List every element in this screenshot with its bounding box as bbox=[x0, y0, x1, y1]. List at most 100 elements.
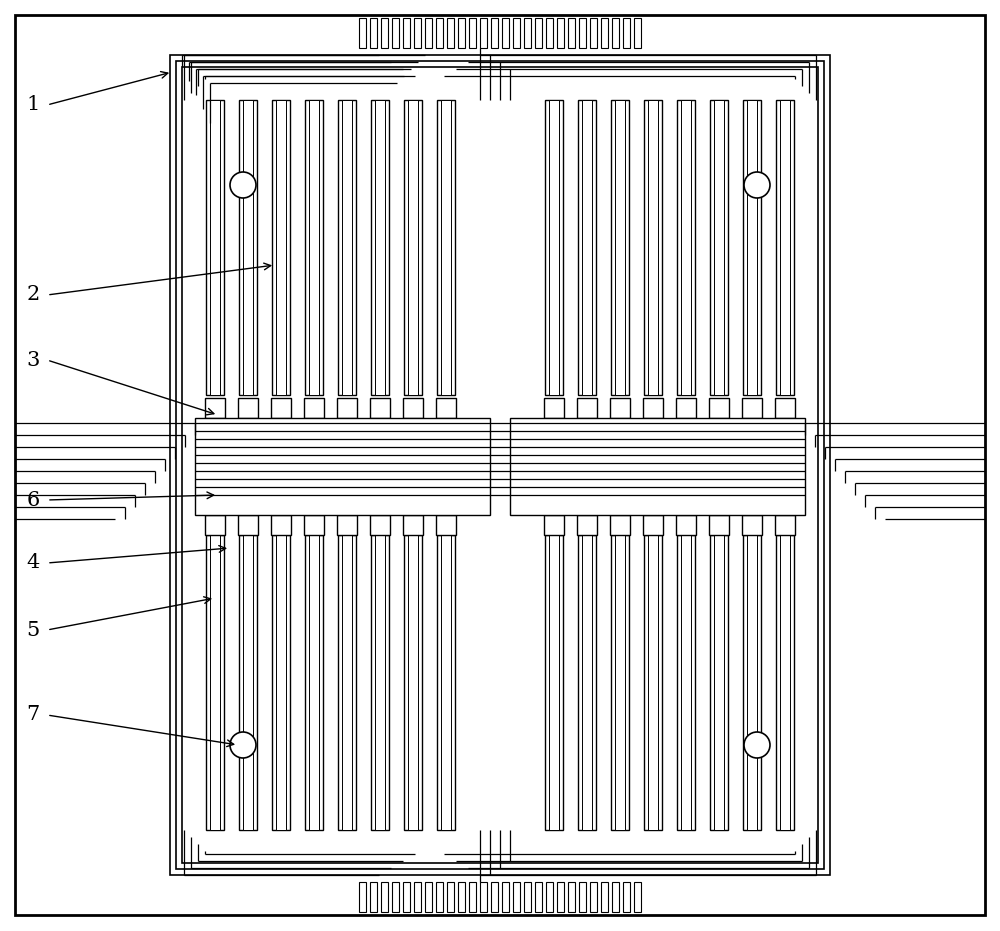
Text: 4: 4 bbox=[26, 554, 40, 573]
Bar bbox=[610, 398, 630, 418]
Bar bbox=[577, 398, 597, 418]
Bar bbox=[375, 535, 385, 830]
Bar bbox=[643, 398, 663, 418]
Bar bbox=[579, 18, 586, 48]
Bar bbox=[425, 18, 432, 48]
Bar bbox=[557, 882, 564, 912]
Circle shape bbox=[744, 172, 770, 198]
Bar bbox=[634, 18, 641, 48]
Bar bbox=[714, 100, 724, 395]
Bar bbox=[238, 398, 258, 418]
Bar bbox=[714, 535, 724, 830]
Bar bbox=[371, 535, 389, 830]
Bar bbox=[210, 100, 220, 395]
Bar bbox=[437, 100, 455, 395]
Bar bbox=[577, 515, 597, 535]
Circle shape bbox=[230, 732, 256, 758]
Bar bbox=[776, 535, 794, 830]
Bar bbox=[304, 515, 324, 535]
Bar bbox=[743, 535, 761, 830]
Bar bbox=[458, 882, 465, 912]
Bar bbox=[441, 100, 451, 395]
Bar bbox=[206, 535, 224, 830]
Text: 6: 6 bbox=[26, 491, 40, 509]
Bar bbox=[305, 100, 323, 395]
Bar bbox=[544, 398, 564, 418]
Bar bbox=[557, 18, 564, 48]
Bar bbox=[425, 882, 432, 912]
Bar bbox=[780, 535, 790, 830]
Bar bbox=[549, 100, 559, 395]
Bar bbox=[513, 882, 520, 912]
Bar bbox=[742, 398, 762, 418]
Bar bbox=[381, 882, 388, 912]
Text: 7: 7 bbox=[26, 706, 40, 724]
Bar bbox=[239, 535, 257, 830]
Bar bbox=[338, 100, 356, 395]
Bar bbox=[634, 882, 641, 912]
Bar bbox=[513, 18, 520, 48]
Bar bbox=[775, 398, 795, 418]
Bar bbox=[612, 882, 619, 912]
Bar bbox=[337, 515, 357, 535]
Bar bbox=[677, 100, 695, 395]
Bar bbox=[590, 882, 597, 912]
Bar bbox=[610, 515, 630, 535]
Bar bbox=[676, 398, 696, 418]
Bar bbox=[546, 18, 553, 48]
Bar bbox=[648, 535, 658, 830]
Bar bbox=[469, 882, 476, 912]
Bar bbox=[579, 882, 586, 912]
Bar bbox=[403, 398, 423, 418]
Bar bbox=[615, 535, 625, 830]
Bar bbox=[535, 882, 542, 912]
Bar bbox=[338, 535, 356, 830]
Circle shape bbox=[230, 172, 256, 198]
Bar bbox=[709, 515, 729, 535]
Bar bbox=[342, 100, 352, 395]
Bar bbox=[359, 18, 366, 48]
Bar bbox=[408, 100, 418, 395]
Bar bbox=[403, 18, 410, 48]
Bar bbox=[342, 535, 352, 830]
Bar bbox=[546, 882, 553, 912]
Bar bbox=[710, 100, 728, 395]
Bar bbox=[535, 18, 542, 48]
Bar bbox=[502, 882, 509, 912]
Bar bbox=[375, 100, 385, 395]
Bar bbox=[309, 535, 319, 830]
Bar bbox=[436, 882, 443, 912]
Bar bbox=[370, 398, 390, 418]
Bar bbox=[524, 18, 531, 48]
Bar bbox=[747, 100, 757, 395]
Bar bbox=[370, 515, 390, 535]
Bar bbox=[238, 515, 258, 535]
Bar bbox=[206, 100, 224, 395]
Bar bbox=[644, 100, 662, 395]
Bar bbox=[195, 418, 490, 515]
Bar bbox=[404, 100, 422, 395]
Text: 2: 2 bbox=[26, 286, 40, 304]
Bar bbox=[644, 535, 662, 830]
Bar bbox=[623, 18, 630, 48]
Bar bbox=[271, 398, 291, 418]
Bar bbox=[677, 535, 695, 830]
Bar bbox=[437, 535, 455, 830]
Bar bbox=[205, 398, 225, 418]
Bar bbox=[510, 418, 805, 515]
Bar bbox=[743, 100, 761, 395]
Bar bbox=[775, 515, 795, 535]
Text: 1: 1 bbox=[26, 96, 40, 115]
Bar bbox=[403, 882, 410, 912]
Bar bbox=[305, 535, 323, 830]
Bar bbox=[182, 67, 818, 863]
Bar bbox=[441, 535, 451, 830]
Bar bbox=[243, 100, 253, 395]
Bar bbox=[611, 100, 629, 395]
Bar bbox=[414, 18, 421, 48]
Bar bbox=[480, 882, 487, 912]
Bar bbox=[170, 55, 830, 875]
Bar bbox=[780, 100, 790, 395]
Bar bbox=[392, 18, 399, 48]
Bar bbox=[480, 18, 487, 48]
